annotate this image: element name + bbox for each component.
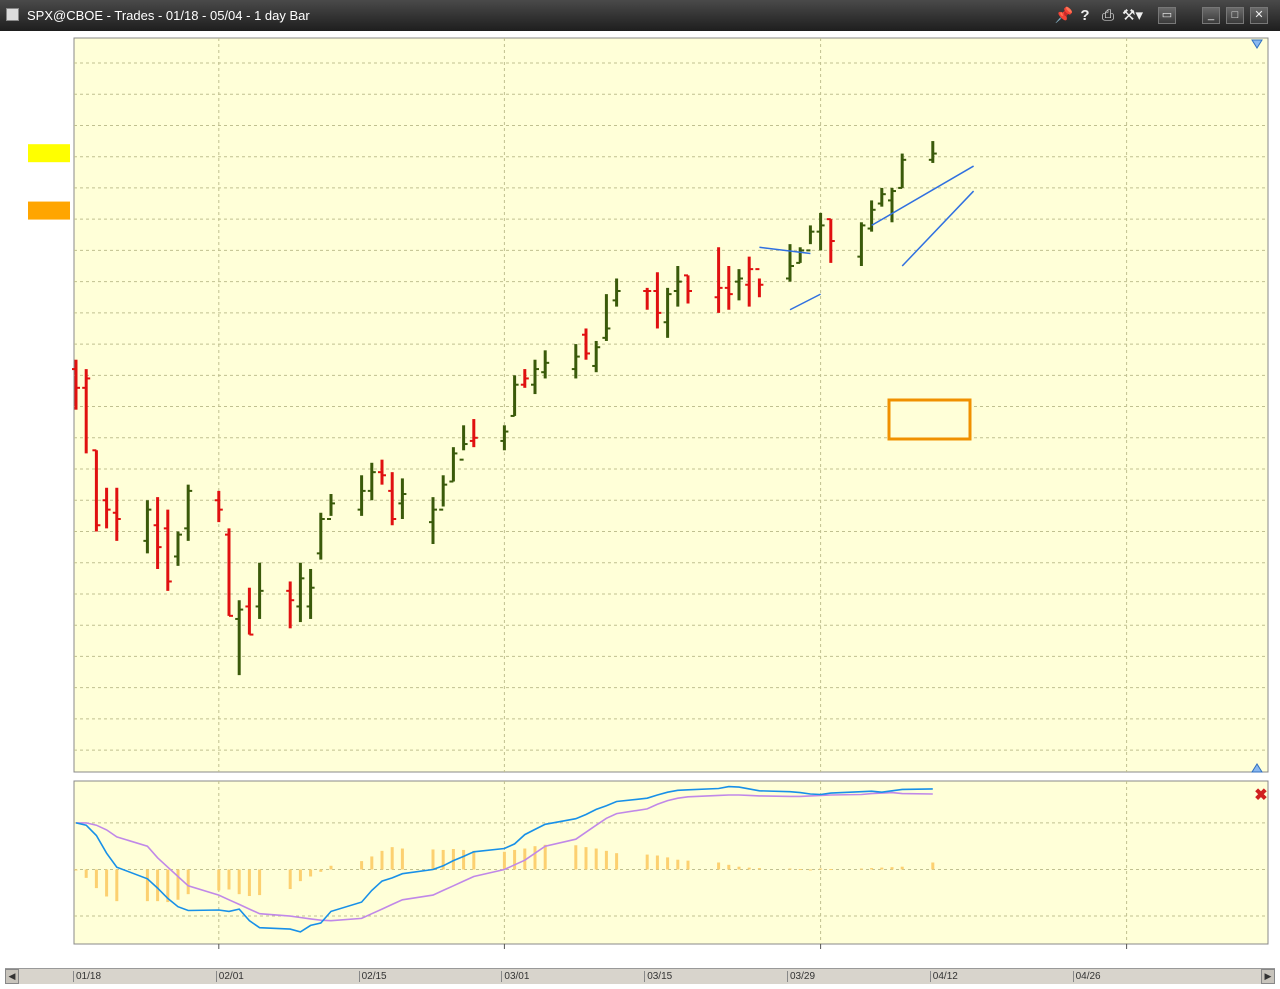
macd-histogram-bar <box>829 869 833 871</box>
macd-histogram-bar <box>370 856 374 870</box>
macd-histogram-bar <box>594 848 598 870</box>
macd-histogram-bar <box>247 869 251 897</box>
scroll-left-arrow[interactable]: ◀ <box>5 969 19 984</box>
macd-histogram-bar <box>533 846 537 870</box>
trendline <box>759 246 811 255</box>
scrollbar-date-label: 03/01 <box>501 971 529 982</box>
toolbox-icon[interactable]: ⚒▾ <box>1122 7 1143 24</box>
panel-icon[interactable]: ▭ <box>1158 7 1176 24</box>
scrollbar-date-label: 03/29 <box>787 971 815 982</box>
macd-histogram-bar <box>890 867 894 870</box>
price-marker-bg <box>28 201 70 220</box>
macd-signal-line <box>76 791 933 922</box>
window-icon <box>6 8 19 21</box>
macd-histogram-bar <box>727 864 731 870</box>
macd-histogram-bar <box>717 862 721 870</box>
macd-histogram-bar <box>441 849 445 870</box>
scrollbar-date-label: 01/18 <box>73 971 101 982</box>
macd-histogram-bar <box>737 866 741 870</box>
close-icon[interactable]: ✕ <box>1250 7 1268 24</box>
macd-histogram-bar <box>319 869 323 872</box>
macd-histogram-bar <box>798 869 802 871</box>
scrollbar-date-label: 03/15 <box>644 971 672 982</box>
macd-histogram-bar <box>115 869 119 902</box>
macd-histogram-bar <box>329 865 333 870</box>
macd-histogram-bar <box>186 869 190 895</box>
macd-histogram-bar <box>431 849 435 870</box>
macd-histogram-bar <box>502 851 506 870</box>
macd-histogram-bar <box>288 869 292 890</box>
macd-histogram-bar <box>543 844 547 870</box>
macd-histogram-bar <box>400 848 404 870</box>
macd-histogram-bar <box>859 868 863 870</box>
macd-histogram-bar <box>931 862 935 870</box>
macd-histogram-bar <box>819 868 823 870</box>
scroll-top-marker <box>1251 39 1263 49</box>
scrollbar-date-label: 02/01 <box>215 971 244 982</box>
scrollbar-date-label: 04/26 <box>1072 971 1101 982</box>
macd-histogram-bar <box>298 869 302 882</box>
macd-histogram-bar <box>380 850 384 870</box>
title-bar[interactable]: SPX@CBOE - Trades - 01/18 - 05/04 - 1 da… <box>0 0 1280 31</box>
trendline <box>789 293 821 311</box>
chart-area[interactable]: ✖ <box>0 31 1280 968</box>
macd-histogram-bar <box>227 869 231 890</box>
macd-histogram-bar <box>788 868 792 870</box>
macd-histogram-bar <box>462 849 466 870</box>
macd-histogram-bar <box>451 848 455 870</box>
macd-histogram-bar <box>900 866 904 870</box>
macd-histogram-bar <box>655 855 659 870</box>
macd-histogram-bar <box>166 869 170 903</box>
window-title: SPX@CBOE - Trades - 01/18 - 05/04 - 1 da… <box>27 8 310 23</box>
macd-histogram-bar <box>360 861 364 870</box>
macd-histogram-bar <box>757 868 761 870</box>
macd-histogram-bar <box>145 869 149 902</box>
scrollbar-date-label: 04/12 <box>929 971 958 982</box>
macd-histogram-bar <box>390 847 394 870</box>
minimize-icon[interactable]: _ <box>1202 7 1220 24</box>
macd-panel <box>73 780 1269 945</box>
macd-histogram-bar <box>472 850 476 870</box>
macd-histogram-bar <box>676 859 680 870</box>
macd-histogram-bar <box>258 869 262 896</box>
macd-histogram-bar <box>615 853 619 870</box>
macd-histogram-bar <box>156 869 160 902</box>
macd-histogram-bar <box>309 869 313 877</box>
macd-histogram-bar <box>237 869 241 895</box>
pin-icon[interactable]: 📌 <box>1054 7 1074 24</box>
macd-histogram-bar <box>584 847 588 870</box>
macd-histogram-bar <box>574 845 578 870</box>
trendline <box>871 165 974 227</box>
macd-histogram-bar <box>686 860 690 870</box>
sp500-callout-box <box>887 398 972 441</box>
price-panel <box>73 37 1269 773</box>
help-icon[interactable]: ? <box>1080 7 1090 24</box>
macd-histogram-bar <box>74 869 78 871</box>
macd-histogram-bar <box>645 854 649 870</box>
macd-histogram-bar <box>880 867 884 870</box>
macd-histogram-bar <box>604 850 608 870</box>
macd-histogram-bar <box>513 849 517 870</box>
macd-histogram-bar <box>808 869 812 871</box>
scroll-right-arrow[interactable]: ▶ <box>1261 969 1275 984</box>
macd-histogram-bar <box>84 869 88 878</box>
print-icon[interactable]: ⎙ <box>1101 7 1114 24</box>
macd-histogram-bar <box>523 848 527 870</box>
close-indicator-icon[interactable]: ✖ <box>1254 787 1267 804</box>
maximize-icon[interactable]: □ <box>1226 7 1244 24</box>
time-scrollbar[interactable]: ◀ ▶ 01/18 02/01 02/15 03/01 03/15 03/29 04/12 0… <box>5 968 1275 984</box>
macd-histogram-bar <box>666 857 670 870</box>
macd-histogram-bar <box>217 869 221 891</box>
macd-line <box>75 785 933 933</box>
scroll-bottom-marker <box>1251 763 1263 773</box>
macd-histogram-bar <box>176 869 180 900</box>
macd-histogram-bar <box>870 868 874 870</box>
scrollbar-date-label: 02/15 <box>358 971 387 982</box>
macd-histogram-bar <box>747 867 751 870</box>
price-marker-bg <box>28 144 70 163</box>
macd-histogram-bar <box>94 869 98 889</box>
trendline <box>901 190 975 267</box>
macd-histogram-bar <box>105 869 109 897</box>
